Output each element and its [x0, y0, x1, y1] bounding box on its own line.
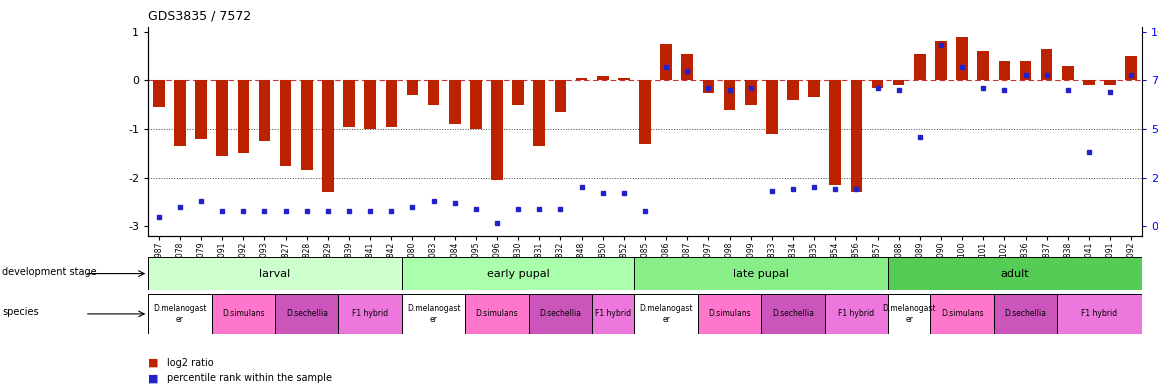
- Bar: [998, 61, 1010, 80]
- Text: D.melanogast
er: D.melanogast er: [882, 304, 936, 324]
- Bar: [787, 80, 799, 100]
- Bar: [888, 294, 930, 334]
- Bar: [1057, 294, 1142, 334]
- Bar: [212, 294, 276, 334]
- Bar: [1020, 61, 1032, 80]
- Text: ■: ■: [148, 358, 159, 368]
- Bar: [914, 54, 925, 80]
- Text: D.melanogast
er: D.melanogast er: [406, 304, 461, 324]
- Bar: [449, 80, 461, 124]
- Bar: [386, 80, 397, 127]
- Bar: [1105, 80, 1116, 85]
- Bar: [491, 80, 503, 180]
- Text: D.sechellia: D.sechellia: [286, 310, 328, 318]
- Bar: [703, 80, 714, 93]
- Bar: [888, 257, 1142, 290]
- Bar: [618, 78, 630, 80]
- Bar: [1126, 56, 1137, 80]
- Bar: [1062, 66, 1073, 80]
- Bar: [698, 294, 761, 334]
- Bar: [994, 294, 1057, 334]
- Bar: [635, 257, 888, 290]
- Text: early pupal: early pupal: [486, 268, 550, 279]
- Bar: [808, 80, 820, 98]
- Bar: [639, 80, 651, 144]
- Bar: [596, 76, 609, 80]
- Bar: [427, 80, 439, 105]
- Bar: [576, 78, 587, 80]
- Bar: [767, 80, 778, 134]
- Bar: [1083, 80, 1094, 85]
- Text: adult: adult: [1001, 268, 1029, 279]
- Bar: [153, 80, 164, 107]
- Text: D.simulans: D.simulans: [940, 310, 983, 318]
- Bar: [724, 80, 735, 109]
- Text: D.sechellia: D.sechellia: [540, 310, 581, 318]
- Bar: [402, 294, 466, 334]
- Text: D.sechellia: D.sechellia: [772, 310, 814, 318]
- Text: larval: larval: [259, 268, 291, 279]
- Bar: [343, 80, 354, 127]
- Bar: [322, 80, 334, 192]
- Bar: [148, 257, 402, 290]
- Bar: [977, 51, 989, 80]
- Bar: [280, 80, 292, 166]
- Text: D.simulans: D.simulans: [709, 310, 750, 318]
- Bar: [470, 80, 482, 129]
- Bar: [512, 80, 523, 105]
- Bar: [301, 80, 313, 170]
- Bar: [957, 36, 968, 80]
- Bar: [174, 80, 185, 146]
- Text: late pupal: late pupal: [733, 268, 790, 279]
- Bar: [217, 80, 228, 156]
- Bar: [258, 80, 270, 141]
- Bar: [660, 44, 672, 80]
- Bar: [851, 80, 863, 192]
- Text: log2 ratio: log2 ratio: [167, 358, 213, 368]
- Bar: [824, 294, 888, 334]
- Bar: [1041, 49, 1053, 80]
- Text: development stage: development stage: [2, 267, 97, 277]
- Bar: [936, 41, 947, 80]
- Text: percentile rank within the sample: percentile rank within the sample: [167, 373, 331, 383]
- Bar: [529, 294, 592, 334]
- Text: GDS3835 / 7572: GDS3835 / 7572: [148, 10, 251, 23]
- Text: F1 hybrid: F1 hybrid: [838, 310, 874, 318]
- Text: F1 hybrid: F1 hybrid: [352, 310, 388, 318]
- Bar: [745, 80, 756, 105]
- Text: ■: ■: [148, 373, 159, 383]
- Bar: [148, 294, 212, 334]
- Bar: [761, 294, 824, 334]
- Bar: [930, 294, 994, 334]
- Bar: [237, 80, 249, 154]
- Bar: [592, 294, 635, 334]
- Text: F1 hybrid: F1 hybrid: [595, 310, 631, 318]
- Bar: [893, 80, 904, 85]
- Bar: [555, 80, 566, 112]
- Bar: [402, 257, 635, 290]
- Bar: [872, 80, 884, 88]
- Text: D.sechellia: D.sechellia: [1004, 310, 1047, 318]
- Bar: [276, 294, 338, 334]
- Text: D.melanogast
er: D.melanogast er: [153, 304, 206, 324]
- Text: species: species: [2, 307, 39, 317]
- Text: F1 hybrid: F1 hybrid: [1082, 310, 1117, 318]
- Bar: [338, 294, 402, 334]
- Text: D.melanogast
er: D.melanogast er: [639, 304, 692, 324]
- Bar: [365, 80, 376, 129]
- Bar: [829, 80, 841, 185]
- Text: D.simulans: D.simulans: [222, 310, 265, 318]
- Text: D.simulans: D.simulans: [476, 310, 519, 318]
- Bar: [406, 80, 418, 95]
- Bar: [534, 80, 545, 146]
- Bar: [635, 294, 698, 334]
- Bar: [196, 80, 207, 139]
- Bar: [681, 54, 694, 80]
- Bar: [466, 294, 529, 334]
